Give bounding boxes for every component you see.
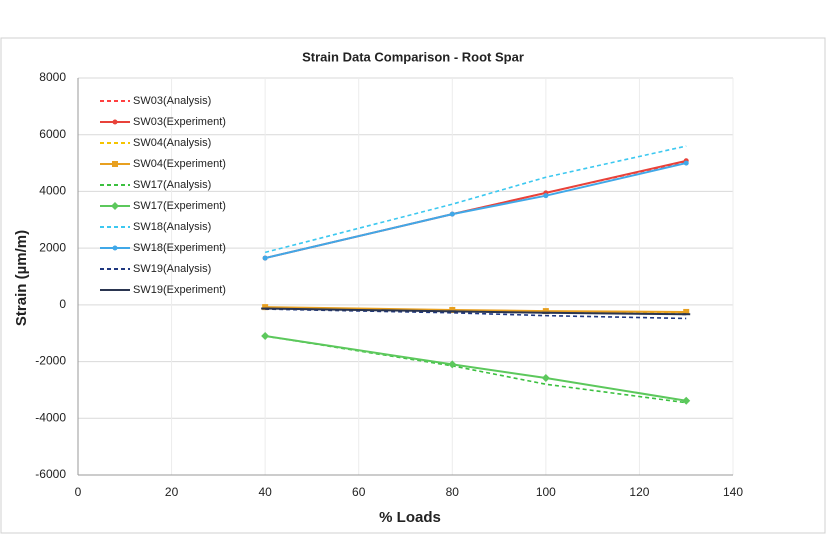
data-point: [683, 308, 690, 315]
legend-label: SW18(Experiment): [133, 242, 226, 254]
x-tick-label: 80: [446, 485, 460, 499]
data-point: [683, 160, 689, 166]
x-tick-label: 0: [75, 485, 82, 499]
x-tick-label: 120: [629, 485, 649, 499]
legend-label: SW03(Analysis): [133, 95, 211, 107]
legend-label: SW04(Analysis): [133, 137, 211, 149]
legend-label: SW03(Experiment): [133, 116, 226, 128]
y-tick-label: -2000: [35, 354, 66, 368]
legend-label: SW19(Experiment): [133, 284, 226, 296]
legend-marker: [112, 245, 118, 251]
legend-marker: [112, 161, 118, 167]
x-tick-label: 100: [536, 485, 556, 499]
data-point: [262, 255, 268, 261]
x-axis-label: % Loads: [379, 509, 441, 526]
x-tick-label: 60: [352, 485, 366, 499]
y-tick-label: 0: [59, 297, 66, 311]
data-point: [682, 396, 691, 405]
series-line: [264, 145, 687, 254]
series-line: [265, 307, 687, 316]
x-tick-label: 40: [258, 485, 272, 499]
legend-marker: [111, 202, 119, 210]
legend-label: SW17(Analysis): [133, 179, 211, 191]
series-line: [265, 306, 687, 313]
y-axis-label: Strain (µm/m): [13, 230, 30, 326]
series-line: [264, 335, 687, 402]
legend-label: SW18(Analysis): [133, 221, 211, 233]
x-tick-label: 140: [723, 485, 743, 499]
data-point: [542, 308, 549, 315]
data-point: [448, 360, 457, 369]
chart-title: Strain Data Comparison - Root Spar: [302, 49, 524, 64]
data-point: [261, 332, 270, 341]
data-point: [262, 304, 269, 311]
x-tick-label: 20: [165, 485, 179, 499]
data-point: [449, 211, 455, 217]
series-line: [264, 162, 687, 260]
y-tick-label: -6000: [35, 467, 66, 481]
data-point: [541, 374, 550, 383]
data-point: [543, 193, 549, 199]
legend-label: SW19(Analysis): [133, 263, 211, 275]
y-tick-label: 2000: [39, 240, 66, 254]
y-tick-label: 8000: [39, 70, 66, 84]
y-tick-label: -4000: [35, 410, 66, 424]
y-tick-label: 4000: [39, 184, 66, 198]
legend-label: SW17(Experiment): [133, 200, 226, 212]
legend-label: SW04(Experiment): [133, 158, 226, 170]
y-tick-label: 6000: [39, 127, 66, 141]
legend-marker: [112, 119, 118, 125]
data-point: [449, 306, 456, 313]
chart-frame: [0, 37, 826, 534]
